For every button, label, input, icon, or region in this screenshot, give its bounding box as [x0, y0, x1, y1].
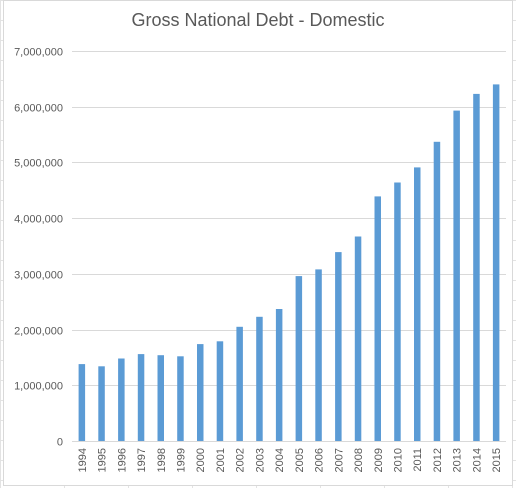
bar-2010[interactable] — [394, 182, 401, 442]
y-tick-label: 0 — [57, 437, 63, 449]
bar-2004[interactable] — [275, 309, 283, 441]
bar-1997[interactable] — [137, 354, 145, 441]
bar-2007[interactable] — [335, 252, 342, 441]
bar-2015[interactable] — [492, 84, 500, 442]
bar-2013[interactable] — [453, 110, 460, 441]
x-tick-label: 2011 — [412, 448, 424, 472]
x-axis-tick-labels: 1994 1995 1996 1997 1998 1999 2000 2001 2002 2003… — [77, 448, 503, 472]
x-tick-label: 2013 — [452, 448, 464, 472]
x-tick-label: 2000 — [195, 448, 207, 472]
x-tick-label: 2006 — [314, 448, 326, 472]
bar-2012[interactable] — [433, 141, 441, 442]
bar-2011[interactable] — [414, 167, 421, 441]
x-tick-label: 2008 — [353, 448, 365, 472]
bar-1995[interactable] — [98, 366, 105, 441]
y-tick-label: 3,000,000 — [14, 270, 63, 282]
x-tick-label: 1997 — [136, 448, 148, 472]
y-tick-label: 4,000,000 — [14, 214, 63, 226]
x-tick-label: 1998 — [156, 448, 168, 472]
bar-2002[interactable] — [236, 326, 243, 441]
bar-2008[interactable] — [354, 236, 362, 442]
x-tick-label: 2014 — [471, 448, 483, 472]
y-tick-label: 1,000,000 — [14, 381, 63, 393]
x-tick-label: 2009 — [373, 448, 385, 472]
x-tick-label: 2004 — [274, 448, 286, 472]
x-tick-label: 2012 — [432, 448, 444, 472]
bar-2009[interactable] — [374, 196, 382, 441]
gridlines — [72, 51, 506, 386]
x-tick-label: 2001 — [215, 448, 227, 472]
x-tick-label: 1999 — [176, 448, 188, 472]
bar-1999[interactable] — [177, 356, 184, 441]
y-tick-label: 2,000,000 — [14, 326, 63, 338]
x-tick-label: 2002 — [235, 448, 247, 472]
bar-2014[interactable] — [473, 93, 480, 442]
bars — [78, 84, 500, 442]
x-tick-label: 1996 — [116, 448, 128, 472]
bar-1998[interactable] — [157, 355, 165, 441]
bar-2005[interactable] — [295, 276, 303, 441]
bar-2000[interactable] — [197, 344, 204, 441]
x-tick-label: 2003 — [254, 448, 266, 472]
y-tick-label: 5,000,000 — [14, 158, 63, 170]
bar-1994[interactable] — [78, 364, 86, 441]
x-tick-label: 2005 — [294, 448, 306, 472]
y-tick-label: 7,000,000 — [14, 47, 63, 59]
bar-2003[interactable] — [256, 316, 263, 441]
x-tick-label: 2010 — [393, 448, 405, 472]
y-tick-label: 6,000,000 — [14, 103, 63, 115]
bar-2001[interactable] — [216, 341, 224, 441]
bar-2006[interactable] — [315, 269, 322, 441]
x-tick-label: 1995 — [97, 448, 109, 472]
bar-1996[interactable] — [118, 358, 125, 442]
x-tick-label: 1994 — [77, 448, 89, 472]
x-tick-label: 2007 — [333, 448, 345, 472]
y-axis-tick-labels: 0 1,000,000 2,000,000 3,000,000 4,000,000 5,0… — [14, 47, 63, 449]
chart-title: Gross National Debt - Domestic — [131, 10, 385, 30]
x-tick-label: 2015 — [491, 448, 503, 472]
